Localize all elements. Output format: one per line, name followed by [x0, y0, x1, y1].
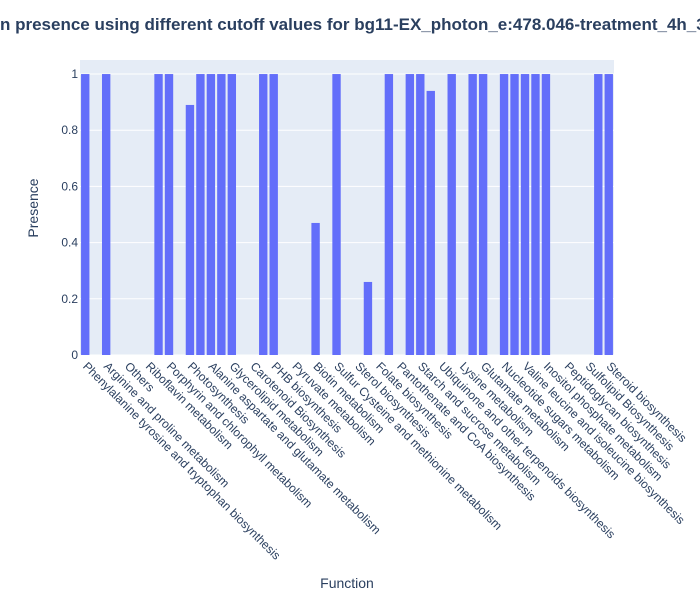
- bar: [164, 74, 174, 356]
- bar: [81, 74, 90, 356]
- bar: [332, 74, 341, 356]
- bar: [363, 281, 373, 355]
- bar: [416, 74, 425, 356]
- bar: [101, 74, 111, 356]
- bar: [311, 222, 320, 355]
- bar: [541, 74, 551, 356]
- y-tick-label: 0.4: [61, 236, 78, 250]
- bar: [217, 74, 226, 356]
- chart-title: n presence using different cutoff values…: [0, 15, 700, 34]
- x-axis-title: Function: [320, 575, 374, 591]
- bar: [604, 74, 613, 356]
- bar: [405, 74, 415, 356]
- bar: [478, 74, 488, 356]
- y-tick-label: 0.8: [61, 123, 78, 137]
- bar: [185, 104, 195, 355]
- y-tick-label: 1: [71, 67, 78, 81]
- y-axis-title: Presence: [25, 178, 41, 237]
- bar: [426, 90, 435, 356]
- bar: [531, 74, 540, 356]
- bar: [447, 74, 456, 356]
- y-tick-label: 0.6: [61, 179, 78, 193]
- bar: [384, 74, 394, 356]
- bar: [520, 74, 530, 356]
- bar: [510, 74, 519, 356]
- bar: [269, 74, 278, 356]
- bar: [206, 74, 216, 356]
- bar: [154, 74, 163, 356]
- bar: [227, 74, 237, 356]
- y-tick-label: 0.2: [61, 292, 78, 306]
- bar: [594, 74, 603, 356]
- y-tick-label: 0: [71, 348, 78, 362]
- bar: [499, 74, 509, 356]
- bar: [468, 74, 477, 356]
- bar: [259, 74, 268, 356]
- bar: [196, 74, 205, 356]
